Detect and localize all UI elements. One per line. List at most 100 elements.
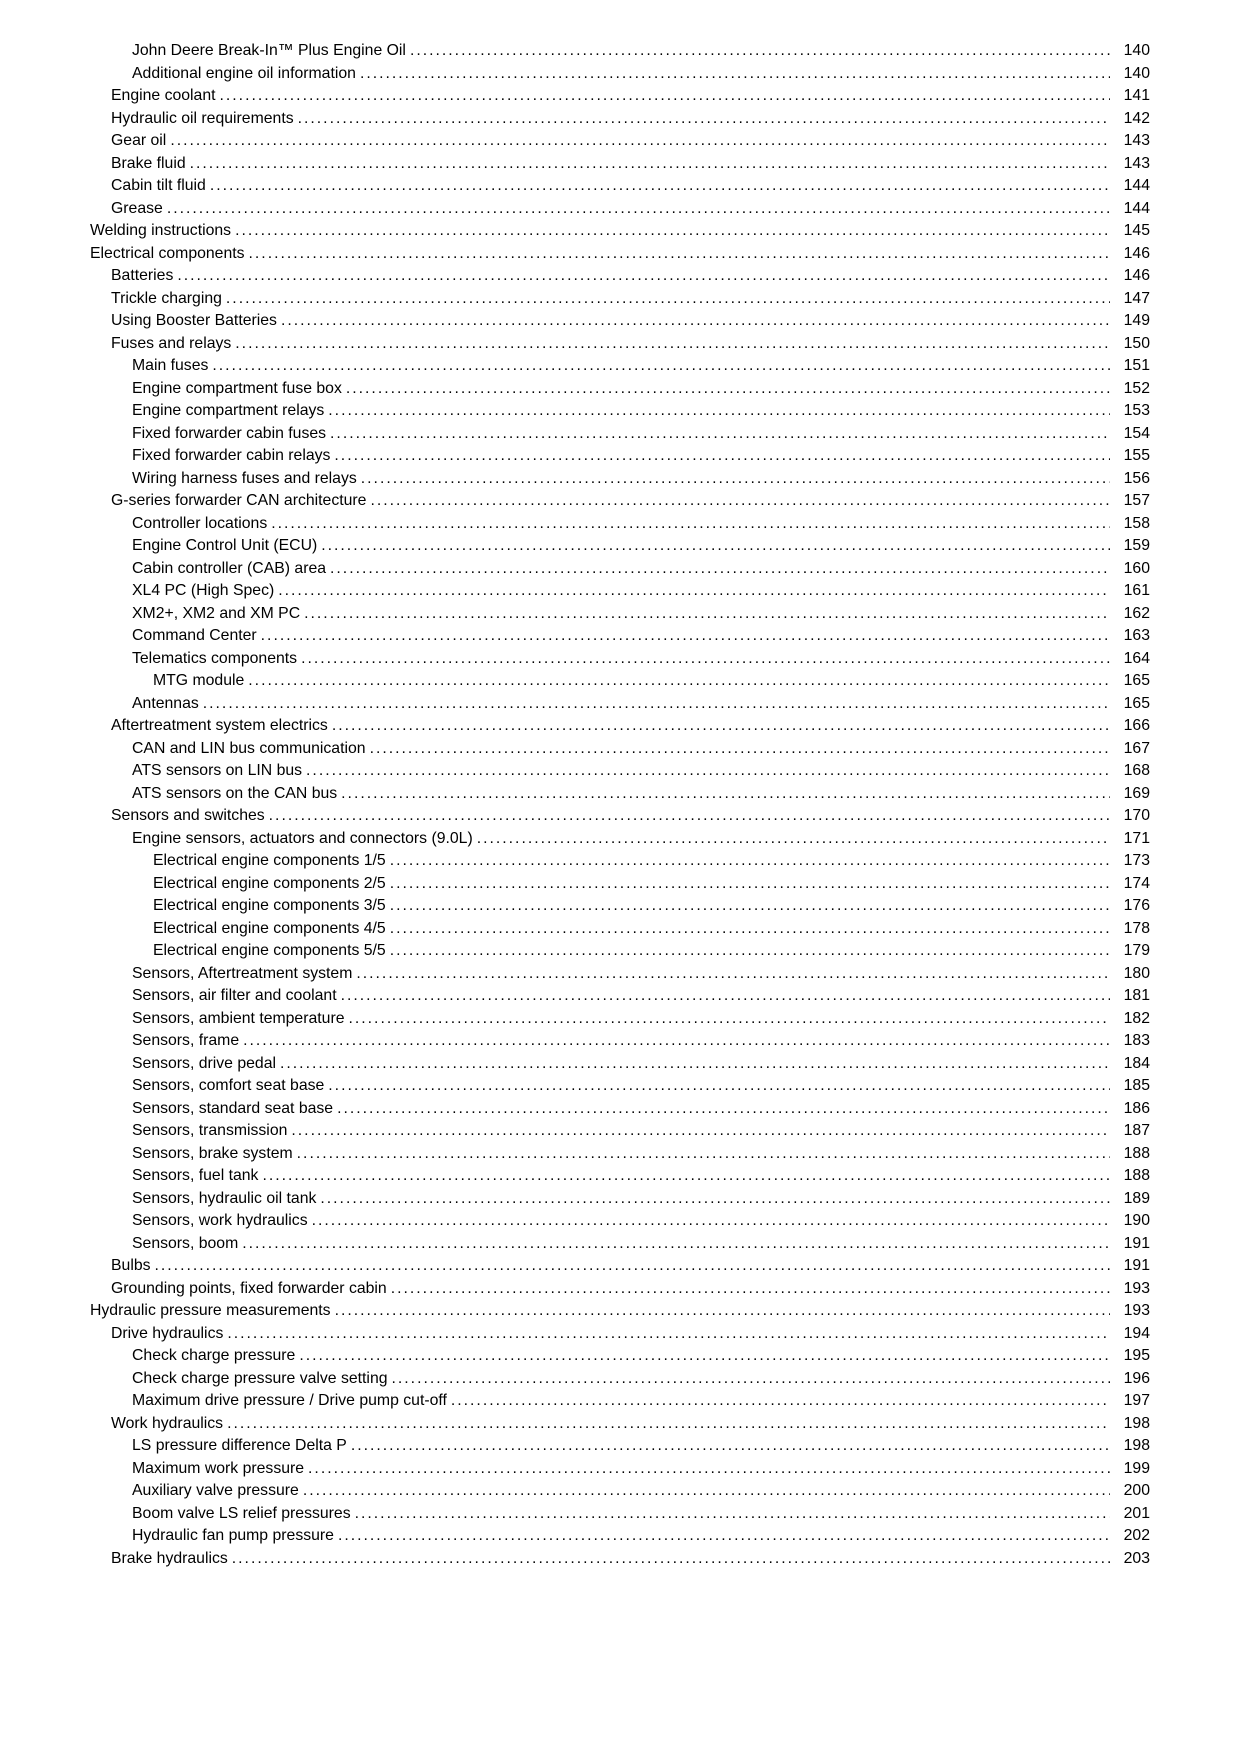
toc-entry-title: Wiring harness fuses and relays: [132, 468, 361, 491]
toc-entry: Sensors, boom191: [90, 1233, 1150, 1256]
toc-entry-title: Batteries: [111, 265, 177, 288]
toc-leader-dots: [280, 1053, 1110, 1076]
toc-leader-dots: [337, 1098, 1110, 1121]
toc-entry: ATS sensors on LIN bus168: [90, 760, 1150, 783]
toc-entry: Electrical engine components 1/5173: [90, 850, 1150, 873]
toc-entry-page: 170: [1110, 805, 1150, 828]
toc-entry: Check charge pressure195: [90, 1345, 1150, 1368]
toc-entry-title: CAN and LIN bus communication: [132, 738, 370, 761]
toc-entry: Sensors, fuel tank188: [90, 1165, 1150, 1188]
toc-entry-title: Gear oil: [111, 130, 170, 153]
toc-entry: Gear oil143: [90, 130, 1150, 153]
toc-entry: Engine compartment relays153: [90, 400, 1150, 423]
toc-leader-dots: [332, 715, 1110, 738]
toc-entry-title: MTG module: [153, 670, 248, 693]
toc-entry-title: Brake hydraulics: [111, 1548, 232, 1571]
table-of-contents: John Deere Break-In™ Plus Engine Oil140A…: [90, 40, 1150, 1570]
toc-entry-title: Hydraulic fan pump pressure: [132, 1525, 338, 1548]
toc-entry: Hydraulic pressure measurements193: [90, 1300, 1150, 1323]
toc-entry: Telematics components164: [90, 648, 1150, 671]
toc-entry-page: 147: [1110, 288, 1150, 311]
toc-entry: Sensors, comfort seat base185: [90, 1075, 1150, 1098]
toc-entry-page: 142: [1110, 108, 1150, 131]
toc-entry-page: 157: [1110, 490, 1150, 513]
toc-leader-dots: [212, 355, 1110, 378]
toc-entry: Electrical components146: [90, 243, 1150, 266]
toc-entry-page: 165: [1110, 693, 1150, 716]
toc-entry-page: 158: [1110, 513, 1150, 536]
toc-entry-title: Electrical engine components 2/5: [153, 873, 390, 896]
toc-entry-title: Fixed forwarder cabin relays: [132, 445, 334, 468]
toc-leader-dots: [370, 738, 1110, 761]
toc-leader-dots: [312, 1210, 1110, 1233]
toc-entry-title: Sensors, Aftertreatment system: [132, 963, 356, 986]
toc-entry: Sensors, Aftertreatment system180: [90, 963, 1150, 986]
toc-entry-title: Electrical engine components 4/5: [153, 918, 390, 941]
toc-entry-page: 166: [1110, 715, 1150, 738]
toc-entry-page: 191: [1110, 1233, 1150, 1256]
toc-leader-dots: [361, 468, 1110, 491]
toc-entry-page: 201: [1110, 1503, 1150, 1526]
toc-entry-title: Sensors, frame: [132, 1030, 243, 1053]
toc-leader-dots: [220, 85, 1110, 108]
toc-leader-dots: [390, 850, 1110, 873]
toc-entry: Fixed forwarder cabin fuses154: [90, 423, 1150, 446]
toc-entry-page: 155: [1110, 445, 1150, 468]
toc-leader-dots: [269, 805, 1110, 828]
toc-leader-dots: [355, 1503, 1110, 1526]
toc-entry-page: 156: [1110, 468, 1150, 491]
toc-entry: Sensors, frame183: [90, 1030, 1150, 1053]
toc-entry-page: 167: [1110, 738, 1150, 761]
toc-entry-page: 202: [1110, 1525, 1150, 1548]
toc-entry: Additional engine oil information140: [90, 63, 1150, 86]
toc-entry-title: Sensors, hydraulic oil tank: [132, 1188, 320, 1211]
toc-entry-page: 174: [1110, 873, 1150, 896]
toc-entry-title: Sensors, work hydraulics: [132, 1210, 312, 1233]
toc-entry-page: 160: [1110, 558, 1150, 581]
toc-entry-title: Electrical engine components 5/5: [153, 940, 390, 963]
toc-entry-page: 150: [1110, 333, 1150, 356]
toc-entry-title: Antennas: [132, 693, 203, 716]
toc-leader-dots: [249, 243, 1110, 266]
toc-entry-title: Brake fluid: [111, 153, 190, 176]
toc-entry-page: 146: [1110, 265, 1150, 288]
toc-leader-dots: [349, 1008, 1111, 1031]
toc-entry-title: Hydraulic pressure measurements: [90, 1300, 335, 1323]
toc-leader-dots: [356, 963, 1110, 986]
toc-entry: Engine coolant141: [90, 85, 1150, 108]
toc-entry: LS pressure difference Delta P198: [90, 1435, 1150, 1458]
toc-entry: Welding instructions145: [90, 220, 1150, 243]
toc-entry-title: Engine sensors, actuators and connectors…: [132, 828, 477, 851]
toc-leader-dots: [243, 1030, 1110, 1053]
toc-leader-dots: [226, 288, 1110, 311]
toc-entry-page: 154: [1110, 423, 1150, 446]
toc-entry-page: 186: [1110, 1098, 1150, 1121]
toc-leader-dots: [308, 1458, 1110, 1481]
toc-entry-title: Cabin controller (CAB) area: [132, 558, 330, 581]
toc-leader-dots: [190, 153, 1110, 176]
toc-leader-dots: [410, 40, 1110, 63]
toc-entry: Sensors, brake system188: [90, 1143, 1150, 1166]
toc-leader-dots: [232, 1548, 1110, 1571]
toc-entry-page: 196: [1110, 1368, 1150, 1391]
toc-entry-page: 187: [1110, 1120, 1150, 1143]
toc-entry-title: Sensors, comfort seat base: [132, 1075, 328, 1098]
toc-leader-dots: [391, 1278, 1110, 1301]
toc-leader-dots: [477, 828, 1110, 851]
toc-entry-title: Sensors and switches: [111, 805, 269, 828]
toc-entry-page: 188: [1110, 1165, 1150, 1188]
toc-entry: Engine Control Unit (ECU)159: [90, 535, 1150, 558]
toc-leader-dots: [278, 580, 1110, 603]
toc-entry-page: 144: [1110, 175, 1150, 198]
toc-entry: Grease144: [90, 198, 1150, 221]
toc-entry: Sensors and switches 170: [90, 805, 1150, 828]
toc-entry-page: 188: [1110, 1143, 1150, 1166]
toc-entry-page: 153: [1110, 400, 1150, 423]
toc-entry: Trickle charging147: [90, 288, 1150, 311]
toc-leader-dots: [298, 108, 1110, 131]
toc-entry: Using Booster Batteries149: [90, 310, 1150, 333]
toc-entry: Check charge pressure valve setting196: [90, 1368, 1150, 1391]
toc-leader-dots: [155, 1255, 1110, 1278]
toc-entry-page: 151: [1110, 355, 1150, 378]
toc-leader-dots: [321, 535, 1110, 558]
